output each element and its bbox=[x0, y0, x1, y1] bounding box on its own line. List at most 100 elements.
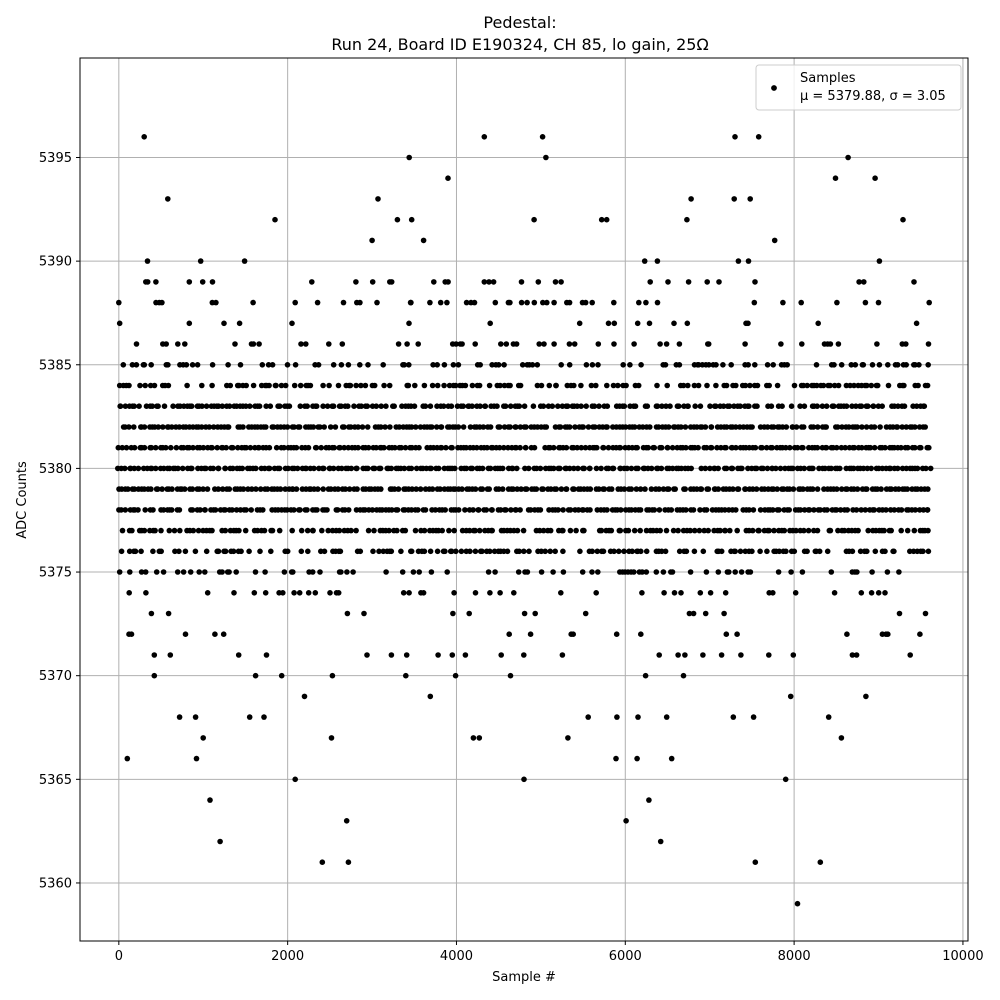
data-point bbox=[415, 507, 421, 513]
data-point bbox=[809, 486, 816, 492]
data-point bbox=[524, 569, 531, 575]
data-point bbox=[738, 569, 745, 575]
data-point bbox=[595, 569, 601, 575]
data-point bbox=[550, 444, 557, 451]
data-point bbox=[723, 424, 730, 430]
data-point bbox=[231, 590, 237, 596]
data-point bbox=[894, 362, 901, 368]
data-point bbox=[204, 590, 211, 596]
data-point-outlier bbox=[657, 838, 664, 845]
data-point bbox=[691, 382, 698, 389]
data-point bbox=[665, 424, 672, 430]
data-point bbox=[487, 548, 493, 555]
data-point bbox=[507, 403, 514, 410]
data-point bbox=[141, 527, 148, 534]
data-point bbox=[831, 403, 837, 410]
data-point bbox=[321, 424, 328, 430]
data-point-outlier bbox=[329, 672, 336, 679]
data-point bbox=[153, 279, 159, 285]
data-point bbox=[496, 486, 502, 492]
data-point bbox=[879, 403, 885, 410]
data-point-outlier bbox=[403, 652, 410, 658]
data-point bbox=[489, 527, 496, 534]
data-point bbox=[522, 444, 529, 451]
data-point bbox=[243, 382, 249, 389]
data-point bbox=[837, 465, 843, 472]
data-point bbox=[117, 403, 124, 410]
data-point bbox=[536, 527, 543, 534]
data-point bbox=[869, 569, 875, 575]
data-point-outlier bbox=[766, 652, 772, 658]
data-point bbox=[675, 527, 681, 534]
data-point-outlier bbox=[825, 714, 832, 720]
data-point bbox=[338, 403, 344, 410]
data-point bbox=[472, 527, 478, 534]
data-point bbox=[605, 320, 612, 327]
data-point bbox=[552, 548, 558, 555]
data-point bbox=[864, 382, 870, 389]
data-point bbox=[799, 341, 805, 347]
data-point bbox=[690, 610, 697, 617]
data-point bbox=[877, 424, 883, 430]
data-point bbox=[434, 548, 441, 555]
data-point bbox=[378, 403, 385, 410]
data-point bbox=[883, 507, 889, 513]
data-point bbox=[359, 424, 366, 430]
data-point bbox=[260, 507, 266, 513]
data-point bbox=[175, 465, 181, 472]
data-point bbox=[219, 569, 225, 575]
data-point bbox=[189, 465, 195, 472]
data-point bbox=[899, 424, 905, 430]
data-point bbox=[455, 507, 462, 513]
data-point bbox=[686, 610, 693, 617]
data-point bbox=[487, 424, 494, 430]
data-point bbox=[298, 527, 305, 534]
data-point bbox=[172, 548, 178, 555]
data-point bbox=[550, 465, 557, 472]
data-point bbox=[608, 486, 615, 492]
data-point bbox=[314, 507, 320, 513]
data-point bbox=[861, 279, 867, 285]
data-point bbox=[655, 424, 662, 430]
data-point bbox=[408, 465, 415, 472]
data-point bbox=[766, 527, 772, 534]
data-point bbox=[753, 486, 760, 492]
data-point bbox=[365, 444, 372, 451]
data-point bbox=[148, 486, 154, 492]
data-point bbox=[783, 548, 789, 555]
data-point bbox=[532, 610, 538, 617]
data-point bbox=[277, 403, 283, 410]
data-point bbox=[644, 403, 651, 410]
data-point bbox=[595, 341, 602, 347]
data-point bbox=[759, 444, 765, 451]
data-point bbox=[277, 486, 284, 492]
data-point bbox=[865, 403, 871, 410]
data-point bbox=[663, 341, 670, 347]
data-point bbox=[862, 299, 869, 306]
data-point bbox=[766, 382, 772, 389]
data-point bbox=[898, 507, 905, 513]
data-point bbox=[680, 382, 687, 389]
chart-title-line1: Pedestal: bbox=[483, 13, 556, 32]
data-point bbox=[723, 382, 730, 389]
data-point bbox=[331, 444, 338, 451]
data-point bbox=[749, 424, 755, 430]
data-point bbox=[168, 507, 175, 513]
data-point bbox=[151, 382, 158, 389]
data-point bbox=[842, 444, 848, 451]
data-point bbox=[129, 527, 135, 534]
data-point bbox=[136, 403, 142, 410]
data-point bbox=[704, 382, 710, 389]
data-point bbox=[926, 299, 932, 306]
data-point bbox=[848, 362, 855, 368]
data-point bbox=[348, 424, 354, 430]
data-point bbox=[541, 341, 547, 347]
data-point bbox=[236, 382, 242, 389]
data-point-outlier bbox=[747, 196, 753, 202]
data-point-outlier bbox=[156, 299, 163, 306]
data-point bbox=[841, 527, 848, 534]
data-point bbox=[771, 527, 777, 534]
data-point bbox=[291, 590, 297, 596]
data-point bbox=[567, 527, 574, 534]
data-point bbox=[223, 444, 229, 451]
